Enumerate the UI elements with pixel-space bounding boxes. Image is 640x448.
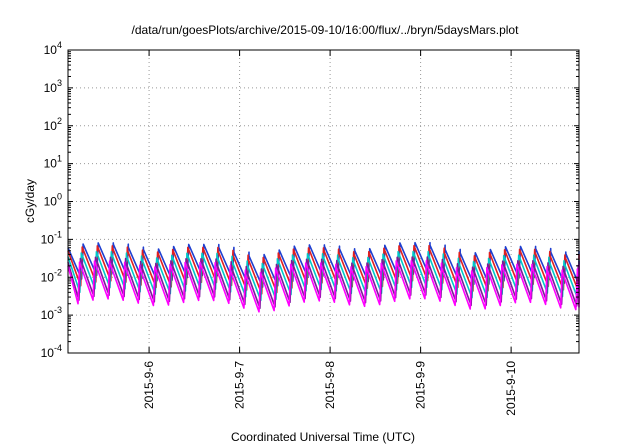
y-tick-label: 10-3 (41, 305, 62, 322)
y-tick-label: 103 (44, 78, 62, 95)
x-tick-label: 2015-9-7 (233, 361, 247, 409)
series-lines (67, 241, 580, 313)
y-tick-label: 10-1 (41, 229, 62, 246)
y-tick-label: 100 (44, 192, 62, 209)
x-tick-label: 2015-9-8 (323, 361, 337, 409)
grid (68, 50, 579, 353)
series-line (67, 260, 580, 313)
y-tick-label: 10-2 (41, 267, 62, 284)
chart-title: /data/run/goesPlots/archive/2015-09-10/1… (132, 23, 520, 37)
x-tick-label: 2015-9-10 (504, 361, 518, 416)
y-axis-label: cGy/day (23, 179, 37, 223)
x-axis-label: Coordinated Universal Time (UTC) (231, 430, 415, 444)
x-axis-ticks: 2015-9-6 2015-9-7 2015-9-8 2015-9-9 2015-9-1… (142, 50, 518, 416)
x-tick-label: 2015-9-9 (414, 361, 428, 409)
y-tick-label: 102 (44, 116, 62, 133)
y-axis-ticks: 10-4 10-3 10-2 10-1 100 101 102 103 104 (41, 40, 579, 360)
y-tick-label: 101 (44, 154, 62, 171)
y-tick-label: 10-4 (41, 343, 62, 360)
x-tick-label: 2015-9-6 (142, 361, 156, 409)
y-tick-label: 104 (44, 40, 62, 57)
